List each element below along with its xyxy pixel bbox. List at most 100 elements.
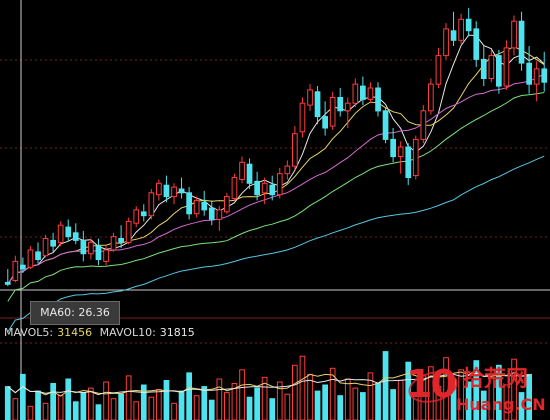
candle-body [503, 47, 510, 87]
candle-body [50, 239, 56, 247]
volume-bar [322, 384, 328, 420]
candle-body [276, 173, 283, 196]
volume-bar [375, 383, 381, 420]
volume-bar [118, 393, 125, 420]
watermark-cn: 拾荒网 [462, 367, 529, 392]
volume-bar [480, 390, 487, 420]
volume-bar [156, 389, 162, 420]
candle-body [80, 239, 87, 255]
candle-body [367, 87, 374, 100]
volume-bar [465, 381, 472, 420]
candle-body [443, 28, 449, 57]
volume-bar [163, 380, 170, 420]
volume-bar [140, 384, 147, 420]
candle-body [322, 116, 328, 129]
volume-bar [360, 392, 366, 420]
volume-bar [65, 378, 72, 420]
volume-bar [435, 386, 442, 420]
candle-body [12, 260, 19, 281]
volume-bar [254, 387, 261, 420]
volume-bar [299, 355, 306, 420]
candle-body [216, 209, 223, 220]
candle-body [344, 102, 351, 112]
candle-body [375, 87, 381, 112]
volume-bar [405, 361, 412, 420]
volume-bar [397, 380, 404, 420]
volume-bar [337, 395, 344, 420]
volume-bar [503, 384, 510, 420]
volume-bar [35, 390, 41, 420]
candle-body [95, 245, 102, 260]
candle-body [435, 55, 442, 85]
volume-bar [12, 398, 19, 420]
volume-bar [276, 381, 283, 420]
candle-body [27, 249, 34, 268]
volume-bar [171, 402, 177, 420]
volume-bar [186, 372, 193, 420]
volume-bar [103, 381, 109, 420]
candle-body [193, 199, 200, 215]
volume-bar [27, 405, 34, 420]
candle-body [261, 182, 268, 194]
volume-legend: MAVOL5: 31456 MAVOL10: 31815 [4, 326, 199, 339]
candle-body [299, 102, 306, 133]
ma-line-ma60 [7, 155, 545, 333]
candle-body [125, 220, 132, 243]
mavol10-value: 31815 [159, 326, 195, 339]
watermark-digits: 10 [406, 362, 457, 406]
volume-bar [125, 375, 132, 420]
volume-bar [88, 387, 94, 420]
candle-body [140, 211, 147, 217]
volume-bar [473, 360, 480, 420]
candle-body [450, 30, 457, 41]
candle-body [88, 241, 94, 255]
candle-body [42, 238, 49, 257]
candle-body [254, 180, 261, 196]
candle-body [496, 55, 502, 87]
volume-bar [412, 393, 419, 420]
candle-body [35, 251, 41, 260]
candle-body [284, 165, 291, 175]
candle-body [246, 163, 253, 184]
mavol10-label: MAVOL10: [99, 326, 156, 339]
volume-bar [284, 393, 291, 420]
volume-bar [133, 401, 140, 420]
volume-bar [246, 396, 253, 420]
candle-body [224, 196, 230, 213]
volume-bar [148, 396, 155, 420]
volume-bar [239, 369, 245, 420]
candle-body [178, 188, 185, 194]
candle-body [405, 146, 412, 178]
volume-bar [110, 398, 117, 420]
candle-body [118, 238, 125, 243]
volume-bar [193, 395, 200, 420]
candle-body [428, 83, 434, 112]
candle-body [103, 249, 109, 262]
candle-body [186, 192, 193, 215]
candle-body [488, 55, 495, 79]
volume-bar [511, 358, 517, 420]
candle-body [337, 97, 344, 112]
candle-body [110, 236, 117, 251]
candle-body [292, 133, 298, 167]
watermark-domain: Huang.CN [456, 395, 546, 414]
candle-body [526, 62, 532, 85]
volume-bar [269, 398, 276, 420]
candle-body [133, 209, 140, 224]
volume-bar [292, 364, 298, 420]
candle-body [65, 226, 72, 238]
volume-bar [201, 386, 208, 420]
volume-bar [450, 378, 457, 420]
candle-body [397, 146, 404, 157]
candle-body [72, 232, 79, 241]
candle-body [541, 68, 548, 83]
candle-body [352, 83, 359, 104]
candle-body [201, 201, 208, 211]
volume-bar [224, 392, 230, 420]
candle-body [269, 184, 276, 196]
volume-bar [57, 395, 64, 420]
candle-body [20, 264, 26, 270]
candle-body [307, 89, 313, 106]
volume-bar [314, 390, 321, 420]
